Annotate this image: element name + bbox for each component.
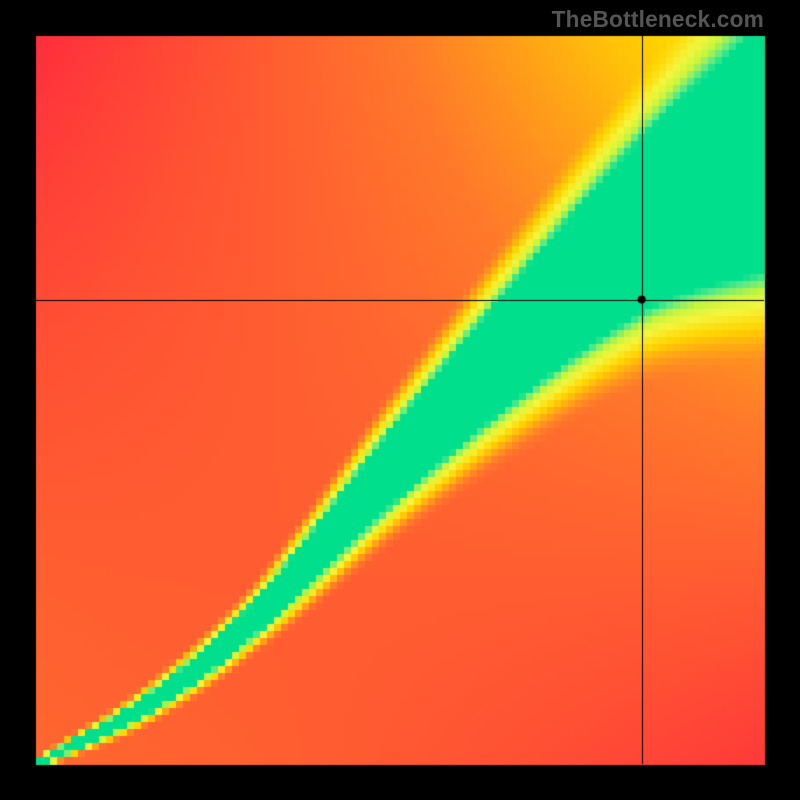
chart-container: TheBottleneck.com — [0, 0, 800, 800]
watermark-text: TheBottleneck.com — [552, 6, 764, 33]
bottleneck-heatmap — [0, 0, 800, 800]
